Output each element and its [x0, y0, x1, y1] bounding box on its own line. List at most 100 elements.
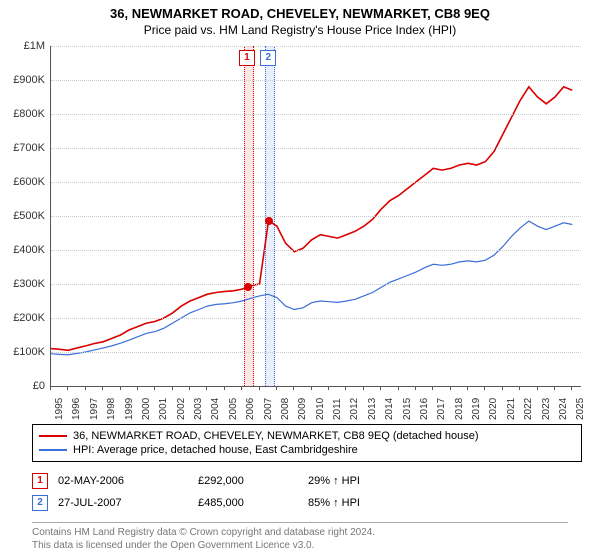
gridline	[51, 352, 581, 353]
x-tick-label: 2015	[402, 398, 413, 420]
x-tick-label: 2022	[523, 398, 534, 420]
x-tick-label: 2007	[263, 398, 274, 420]
footer-line: This data is licensed under the Open Gov…	[32, 540, 568, 553]
series-line	[51, 87, 572, 351]
x-tick-mark	[484, 386, 485, 390]
x-tick-label: 2021	[506, 398, 517, 420]
x-tick-mark	[363, 386, 364, 390]
event-marker-box: 2	[260, 50, 276, 66]
x-tick-label: 1998	[106, 398, 117, 420]
x-tick-mark	[537, 386, 538, 390]
legend-swatch	[39, 449, 67, 451]
x-tick-mark	[85, 386, 86, 390]
y-tick-label: £0	[1, 380, 45, 392]
events-table: 1 02-MAY-2006 £292,000 29% ↑ HPI 2 27-JU…	[32, 470, 568, 514]
title-main: 36, NEWMARKET ROAD, CHEVELEY, NEWMARKET,…	[0, 0, 600, 21]
event-row: 2 27-JUL-2007 £485,000 85% ↑ HPI	[32, 492, 568, 514]
footer-line: Contains HM Land Registry data © Crown c…	[32, 527, 568, 540]
x-tick-label: 2004	[210, 398, 221, 420]
x-tick-mark	[502, 386, 503, 390]
x-tick-label: 2003	[193, 398, 204, 420]
plot-area	[50, 46, 581, 387]
gridline	[51, 250, 581, 251]
y-tick-label: £700K	[1, 142, 45, 154]
x-tick-label: 2018	[454, 398, 465, 420]
event-date: 27-JUL-2007	[58, 497, 188, 509]
legend-item: 36, NEWMARKET ROAD, CHEVELEY, NEWMARKET,…	[39, 429, 575, 443]
x-tick-mark	[311, 386, 312, 390]
x-tick-label: 2024	[558, 398, 569, 420]
x-tick-mark	[120, 386, 121, 390]
x-tick-label: 2002	[176, 398, 187, 420]
x-tick-label: 2009	[297, 398, 308, 420]
x-tick-label: 2011	[332, 398, 343, 420]
x-tick-mark	[450, 386, 451, 390]
x-tick-mark	[328, 386, 329, 390]
event-number-box: 2	[32, 495, 48, 511]
x-tick-mark	[345, 386, 346, 390]
x-tick-mark	[172, 386, 173, 390]
x-tick-label: 2000	[141, 398, 152, 420]
event-marker-box: 1	[239, 50, 255, 66]
x-tick-mark	[571, 386, 572, 390]
gridline	[51, 148, 581, 149]
x-tick-label: 1996	[71, 398, 82, 420]
x-tick-label: 2010	[315, 398, 326, 420]
x-tick-mark	[224, 386, 225, 390]
y-tick-label: £1M	[1, 40, 45, 52]
x-tick-mark	[554, 386, 555, 390]
x-tick-label: 2001	[158, 398, 169, 420]
legend-swatch	[39, 435, 67, 437]
gridline	[51, 182, 581, 183]
x-tick-label: 2025	[575, 398, 586, 420]
legend-label: 36, NEWMARKET ROAD, CHEVELEY, NEWMARKET,…	[73, 430, 479, 442]
event-number-box: 1	[32, 473, 48, 489]
x-tick-label: 2012	[349, 398, 360, 420]
price-marker	[265, 217, 273, 225]
x-tick-mark	[467, 386, 468, 390]
event-row: 1 02-MAY-2006 £292,000 29% ↑ HPI	[32, 470, 568, 492]
gridline	[51, 284, 581, 285]
x-tick-mark	[102, 386, 103, 390]
y-tick-label: £400K	[1, 244, 45, 256]
gridline	[51, 80, 581, 81]
x-tick-mark	[432, 386, 433, 390]
x-tick-label: 2008	[280, 398, 291, 420]
event-price: £292,000	[198, 475, 298, 487]
x-tick-label: 1995	[54, 398, 65, 420]
title-sub: Price paid vs. HM Land Registry's House …	[0, 21, 600, 41]
x-tick-label: 2014	[384, 398, 395, 420]
x-tick-label: 1999	[124, 398, 135, 420]
x-tick-label: 1997	[89, 398, 100, 420]
event-hpi: 29% ↑ HPI	[308, 475, 428, 487]
x-tick-mark	[415, 386, 416, 390]
y-tick-label: £100K	[1, 346, 45, 358]
y-tick-label: £300K	[1, 278, 45, 290]
x-tick-mark	[241, 386, 242, 390]
x-tick-label: 2019	[471, 398, 482, 420]
chart-container: 36, NEWMARKET ROAD, CHEVELEY, NEWMARKET,…	[0, 0, 600, 560]
x-tick-label: 2006	[245, 398, 256, 420]
gridline	[51, 216, 581, 217]
y-tick-label: £800K	[1, 108, 45, 120]
footer: Contains HM Land Registry data © Crown c…	[32, 522, 568, 552]
x-tick-mark	[293, 386, 294, 390]
x-tick-mark	[154, 386, 155, 390]
x-tick-label: 2013	[367, 398, 378, 420]
x-tick-mark	[50, 386, 51, 390]
price-marker	[244, 283, 252, 291]
x-tick-mark	[189, 386, 190, 390]
series-line	[51, 221, 572, 355]
gridline	[51, 318, 581, 319]
x-tick-mark	[67, 386, 68, 390]
y-tick-label: £200K	[1, 312, 45, 324]
event-date: 02-MAY-2006	[58, 475, 188, 487]
x-tick-label: 2023	[541, 398, 552, 420]
gridline	[51, 114, 581, 115]
x-tick-label: 2005	[228, 398, 239, 420]
x-tick-mark	[398, 386, 399, 390]
x-tick-mark	[380, 386, 381, 390]
event-price: £485,000	[198, 497, 298, 509]
y-tick-label: £500K	[1, 210, 45, 222]
x-tick-mark	[137, 386, 138, 390]
